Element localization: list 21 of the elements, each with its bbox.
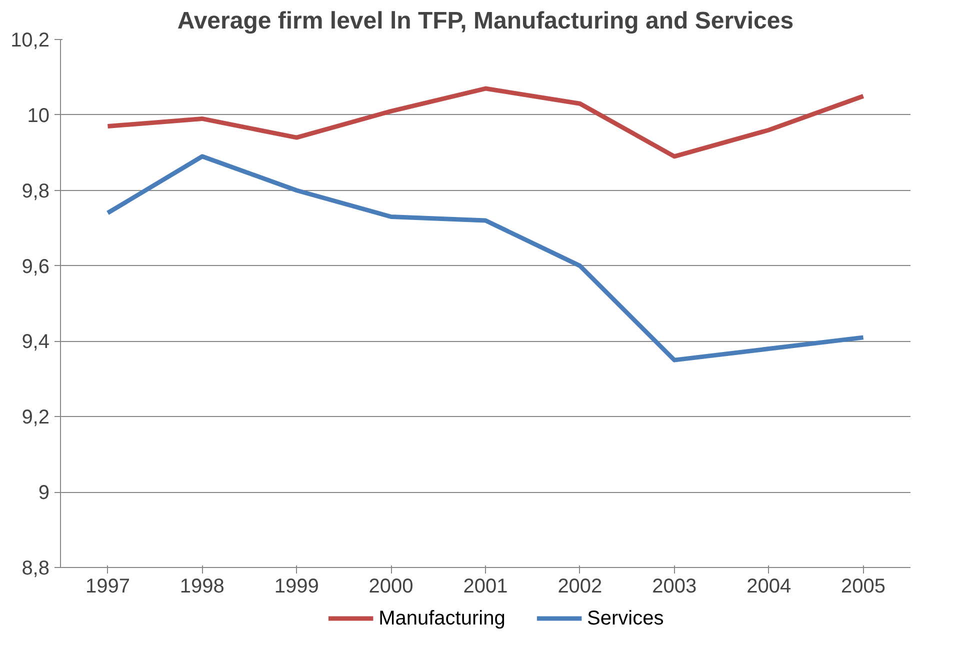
- y-tick-label: 10: [27, 104, 50, 127]
- chart-title: Average firm level ln TFP, Manufacturing and Services: [177, 8, 794, 34]
- x-tick-label: 2005: [841, 576, 886, 598]
- x-tick-label: 1997: [85, 576, 130, 598]
- x-tick-label: 2000: [368, 576, 414, 598]
- x-tick-label: 1998: [180, 576, 224, 598]
- y-tick-label: 9,6: [22, 256, 50, 278]
- y-tick-label: 9,2: [22, 406, 50, 429]
- y-tick-label: 8,8: [22, 558, 50, 580]
- x-tick-label: 2002: [558, 576, 602, 598]
- y-tick-label: 10,2: [10, 30, 50, 52]
- y-tick-label: 9,4: [22, 331, 50, 354]
- y-tick-label: 9,8: [22, 180, 50, 202]
- legend-label: Services: [587, 608, 664, 630]
- x-tick-label: 1999: [274, 576, 319, 598]
- x-tick-label: 2001: [463, 576, 508, 598]
- line-series: [105, 154, 866, 362]
- legend-label: Manufacturing: [378, 608, 506, 630]
- y-tick-label: 9: [38, 482, 50, 504]
- x-tick-label: 2003: [652, 576, 697, 598]
- x-tick-label: 2004: [746, 576, 792, 598]
